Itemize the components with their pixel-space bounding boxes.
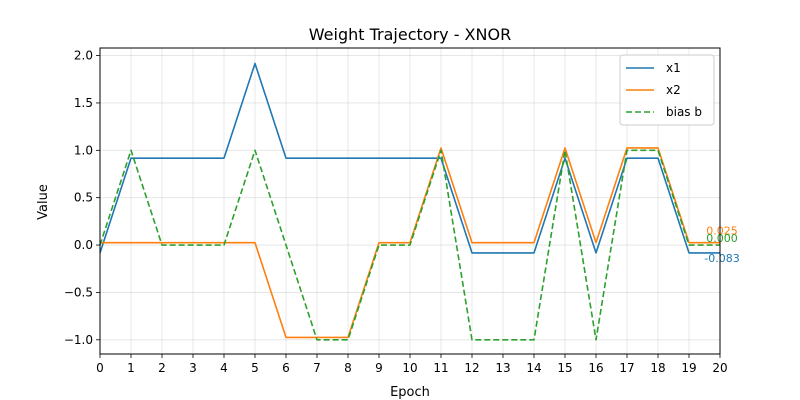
x-axis-label: Epoch xyxy=(390,385,430,400)
x-tick-label: 1 xyxy=(127,361,135,375)
x-tick-label: 12 xyxy=(464,361,479,375)
y-tick-label: −0.5 xyxy=(64,285,93,299)
x-tick-label: 18 xyxy=(650,361,665,375)
end-value-label: 0.025 xyxy=(706,225,738,238)
legend-label: x1 xyxy=(666,61,681,75)
x-tick-label: 4 xyxy=(220,361,228,375)
x-tick-label: 10 xyxy=(402,361,417,375)
series-line-bias-b xyxy=(99,149,720,341)
axis-ticks: 0 1 2 3 4 5 6 7 8 9 10 11 12 13 14 15 16 17 18 19 20−1.0−0.5… xyxy=(64,49,728,375)
x-tick-label: 16 xyxy=(588,361,603,375)
x-tick-label: 3 xyxy=(189,361,197,375)
x-tick-label: 6 xyxy=(282,361,290,375)
y-tick-label: 0.5 xyxy=(74,191,93,205)
y-axis-label: Value xyxy=(36,184,51,220)
y-tick-label: 1.5 xyxy=(74,96,93,110)
y-tick-label: −1.0 xyxy=(64,333,93,347)
x-tick-label: 20 xyxy=(712,361,727,375)
x-tick-label: 19 xyxy=(681,361,696,375)
x-tick-label: 14 xyxy=(526,361,541,375)
legend: x1 x2 bias b xyxy=(619,54,715,126)
grid xyxy=(99,48,721,354)
x-tick-label: 8 xyxy=(344,361,352,375)
x-tick-label: 2 xyxy=(158,361,166,375)
x-tick-label: 5 xyxy=(251,361,259,375)
x-tick-label: 0 xyxy=(96,361,104,375)
x-tick-label: 15 xyxy=(557,361,572,375)
y-tick-label: 2.0 xyxy=(74,49,93,63)
x-tick-label: 9 xyxy=(375,361,383,375)
y-tick-label: 1.0 xyxy=(74,143,93,157)
x-tick-label: 17 xyxy=(619,361,634,375)
legend-box xyxy=(619,54,715,126)
legend-label: x2 xyxy=(666,83,681,97)
y-tick-label: 0.0 xyxy=(74,238,93,252)
chart-title: Weight Trajectory - XNOR xyxy=(309,25,511,44)
x-tick-label: 11 xyxy=(433,361,448,375)
legend-label: bias b xyxy=(666,105,702,119)
x-tick-label: 7 xyxy=(313,361,321,375)
end-value-label: 0.000 xyxy=(706,232,738,245)
x-tick-label: 13 xyxy=(495,361,510,375)
series-line-x1 xyxy=(99,62,720,254)
end-value-label: -0.083 xyxy=(704,252,739,265)
series-lines xyxy=(99,62,720,341)
